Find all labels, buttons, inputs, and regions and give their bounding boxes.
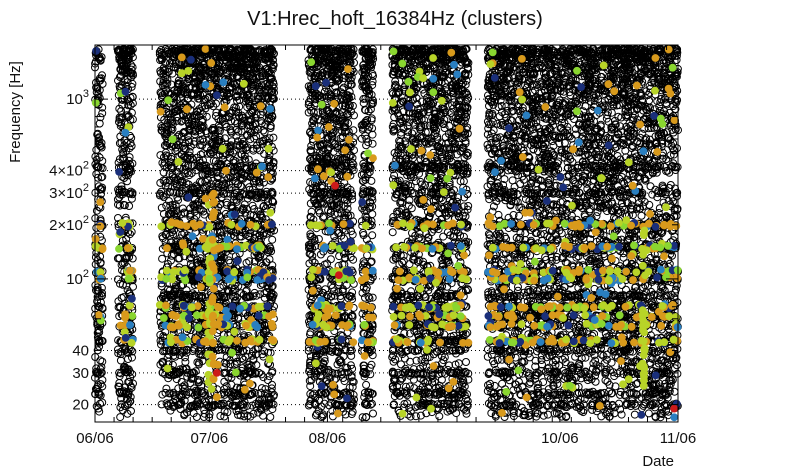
data-point: [95, 153, 104, 162]
data-point: [95, 407, 104, 416]
data-point: [122, 111, 131, 120]
data-point: [171, 143, 180, 152]
data-point: [119, 200, 128, 209]
data-point: [128, 115, 137, 124]
data-point: [92, 364, 101, 373]
data-point: [186, 379, 195, 388]
data-point: [96, 113, 105, 122]
data-point: [117, 120, 126, 129]
data-point: [118, 154, 127, 163]
data-point: [116, 73, 124, 81]
data-point: [93, 129, 102, 138]
data-points: [91, 45, 682, 422]
data-point: [95, 336, 104, 345]
data-point: [116, 389, 125, 398]
data-point: [126, 139, 135, 148]
x-axis-label: Date: [642, 453, 674, 470]
data-point: [126, 230, 134, 239]
data-point: [116, 356, 125, 365]
data-point: [123, 400, 132, 409]
data-point: [123, 95, 132, 104]
data-point: [115, 115, 124, 124]
data-point: [114, 47, 123, 56]
data-point: [114, 303, 123, 312]
data-point: [98, 303, 107, 312]
data-point: [126, 368, 134, 377]
data-point: [129, 379, 137, 388]
data-point: [121, 368, 130, 377]
data-point: [128, 370, 137, 379]
data-point: [97, 190, 105, 198]
data-point: [113, 254, 122, 263]
data-point: [118, 61, 127, 70]
data-point: [92, 83, 101, 92]
data-point: [98, 109, 107, 118]
data-point: [96, 380, 105, 389]
data-point: [127, 46, 136, 55]
data-point: [128, 347, 137, 356]
data-point: [239, 204, 247, 213]
data-point: [117, 347, 126, 356]
data-point: [125, 377, 134, 386]
data-point: [259, 126, 268, 135]
data-point: [119, 150, 128, 159]
data-point: [125, 144, 134, 153]
data-point: [115, 139, 124, 148]
data-point: [180, 209, 189, 218]
data-point: [127, 133, 136, 142]
data-point: [119, 187, 128, 196]
data-point: [123, 286, 132, 295]
data-point: [122, 347, 131, 356]
data-point: [128, 254, 137, 263]
data-point: [122, 235, 131, 243]
chart-title: V1:Hrec_hoft_16384Hz (clusters): [247, 8, 543, 30]
data-point: [97, 138, 106, 147]
data-point: [91, 260, 100, 269]
data-point: [91, 57, 100, 66]
data-point: [95, 390, 104, 399]
data-point: [95, 74, 104, 83]
data-point: [93, 162, 102, 171]
data-point: [96, 258, 105, 267]
data-point: [98, 382, 107, 391]
data-point: [117, 260, 126, 269]
data-point: [92, 88, 101, 97]
data-point: [96, 399, 104, 408]
data-point: [261, 204, 270, 213]
data-point: [254, 207, 263, 216]
data-point: [125, 189, 134, 198]
data-point: [93, 369, 101, 378]
data-point: [125, 164, 134, 173]
data-point: [116, 369, 125, 378]
data-point: [98, 164, 107, 173]
data-point: [116, 279, 124, 288]
data-point: [97, 368, 106, 377]
data-point: [93, 285, 102, 294]
data-point: [240, 412, 249, 421]
data-point: [96, 252, 105, 261]
data-point: [123, 409, 132, 418]
data-point: [93, 346, 102, 355]
data-point: [98, 357, 107, 366]
data-point: [158, 254, 167, 263]
data-point: [119, 293, 128, 302]
data-point: [268, 380, 276, 389]
data-point: [259, 202, 268, 211]
data-point: [116, 413, 125, 422]
data-point: [122, 388, 130, 397]
data-point: [122, 68, 131, 77]
data-point: [117, 107, 126, 116]
data-point: [97, 142, 105, 151]
data-point: [125, 202, 134, 210]
y-axis-label: Frequency [Hz]: [7, 61, 24, 163]
data-point: [98, 337, 107, 345]
data-point: [124, 101, 133, 110]
data-point: [117, 400, 126, 409]
data-point: [123, 177, 132, 186]
data-point: [114, 188, 123, 197]
data-point: [126, 382, 135, 391]
